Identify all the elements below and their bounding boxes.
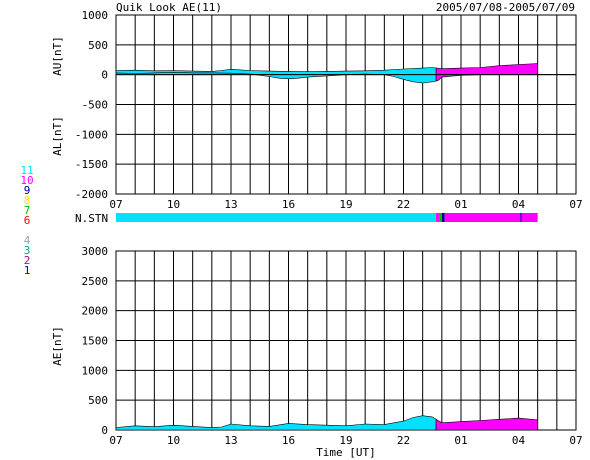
- series-ae-fill: [115, 415, 437, 431]
- station-bar-segment: [520, 213, 522, 222]
- y-tick-label: 0: [101, 69, 108, 82]
- legend-station-number: 1: [24, 264, 31, 277]
- x-tick-label: 19: [339, 434, 352, 447]
- x-tick-label: 13: [224, 198, 237, 211]
- x-tick-label: 04: [512, 198, 526, 211]
- x-tick-label: 01: [454, 198, 467, 211]
- x-tick-label: 07: [109, 434, 122, 447]
- legend-station-number: 5: [24, 224, 31, 237]
- legend-station-number: 11: [20, 164, 33, 177]
- x-tick-label: 16: [282, 434, 295, 447]
- y-tick-label: -1500: [75, 158, 108, 171]
- legend-station-number: 4: [24, 234, 31, 247]
- y-tick-label: -500: [82, 99, 109, 112]
- y-tick-label: 500: [88, 394, 108, 407]
- x-tick-label: 19: [339, 198, 352, 211]
- station-bar-segment: [436, 213, 439, 222]
- series-ae-fill: [435, 417, 539, 431]
- legend-station-number: 2: [24, 254, 31, 267]
- station-bar: [116, 213, 538, 222]
- legend-station-number: 7: [24, 204, 31, 217]
- station-bar-segment: [438, 213, 442, 222]
- x-tick-label: 13: [224, 434, 237, 447]
- x-tick-label: 07: [109, 198, 122, 211]
- x-axis-label: Time [UT]: [316, 446, 376, 459]
- y-tick-label: 0: [101, 424, 108, 437]
- y-tick-label: 3000: [82, 245, 109, 258]
- y-tick-label: -1000: [75, 128, 108, 141]
- x-tick-label: 04: [512, 434, 526, 447]
- au-axis-label: AU[nT]: [51, 36, 64, 76]
- legend-station-number: 8: [24, 194, 31, 207]
- ae-axis-label: AE[nT]: [51, 326, 64, 366]
- y-tick-label: 2000: [82, 305, 109, 318]
- station-bar-segment: [116, 213, 437, 222]
- y-tick-label: 2500: [82, 275, 109, 288]
- y-tick-label: 500: [88, 39, 108, 52]
- x-tick-label: 07: [569, 434, 582, 447]
- station-bar-segment: [441, 213, 445, 222]
- stn-label: N.STN: [75, 212, 108, 225]
- y-tick-label: 1000: [82, 364, 109, 377]
- x-tick-label: 01: [454, 434, 467, 447]
- y-tick-label: 1500: [82, 335, 109, 348]
- legend-station-number: 3: [24, 244, 31, 257]
- y-tick-label: -2000: [75, 188, 108, 201]
- x-tick-label: 10: [167, 198, 180, 211]
- x-tick-label: 07: [569, 198, 582, 211]
- al-axis-label: AL[nT]: [51, 116, 64, 156]
- x-tick-label: 10: [167, 434, 180, 447]
- legend-station-number: 10: [20, 174, 33, 187]
- x-tick-label: 22: [397, 198, 410, 211]
- x-tick-label: 22: [397, 434, 410, 447]
- date-range: 2005/07/08-2005/07/09: [436, 1, 575, 14]
- legend-station-number: 9: [24, 184, 31, 197]
- chart-title: Quik Look AE(11): [116, 1, 222, 14]
- series-al-fill: [115, 71, 437, 84]
- x-tick-label: 16: [282, 198, 295, 211]
- station-bar-segment: [444, 213, 538, 222]
- legend-station-number: 6: [24, 214, 31, 227]
- y-tick-label: 1000: [82, 9, 109, 22]
- series-au-fill: [435, 63, 539, 75]
